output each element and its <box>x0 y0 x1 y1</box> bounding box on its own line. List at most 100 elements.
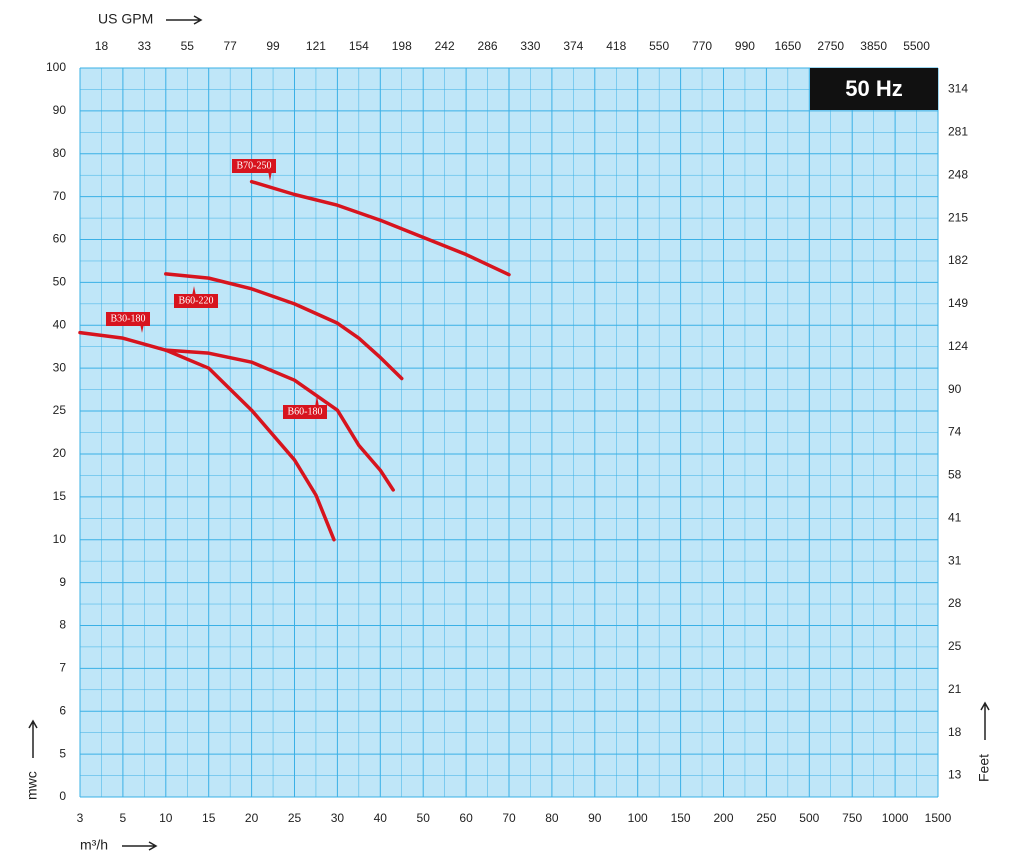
x2-tick-label: 286 <box>478 39 498 53</box>
y2-tick-label: 149 <box>948 296 968 310</box>
x2-tick-label: 330 <box>520 39 540 53</box>
y-tick-label: 10 <box>53 532 67 546</box>
y2-tick-label: 248 <box>948 167 968 181</box>
y-tick-label: 7 <box>59 661 66 675</box>
x2-tick-label: 33 <box>138 39 152 53</box>
y2-tick-label: 28 <box>948 596 962 610</box>
freq-box <box>810 68 938 110</box>
x-tick-label: 1000 <box>882 811 909 825</box>
y2-tick-label: 90 <box>948 382 962 396</box>
x2-tick-label: 18 <box>95 39 109 53</box>
label-box <box>174 294 218 308</box>
curve <box>164 272 404 381</box>
y2-tick-label: 25 <box>948 639 962 653</box>
x2-tick-label: 121 <box>306 39 326 53</box>
y2-tick-label: 124 <box>948 339 968 353</box>
x-tick-label: 750 <box>842 811 862 825</box>
series-label: B60-180 <box>288 406 323 417</box>
x-tick-label: 25 <box>288 811 302 825</box>
curve <box>164 348 395 492</box>
x-tick-label: 90 <box>588 811 602 825</box>
label-box <box>106 312 150 326</box>
y-tick-label: 9 <box>59 575 66 589</box>
y2-tick-label: 31 <box>948 553 962 567</box>
curve <box>249 179 511 277</box>
y-tick-label: 80 <box>53 146 67 160</box>
y2-tick-label: 18 <box>948 725 962 739</box>
x2-tick-label: 154 <box>349 39 369 53</box>
x2-tick-label: 418 <box>606 39 626 53</box>
y-tick-label: 8 <box>59 618 66 632</box>
y2-tick-label: 314 <box>948 82 968 96</box>
x-tick-label: 15 <box>202 811 216 825</box>
y-tick-label: 25 <box>53 403 67 417</box>
x2-tick-label: 55 <box>181 39 195 53</box>
y-tick-label: 0 <box>59 789 66 803</box>
x2-tick-label: 5500 <box>903 39 930 53</box>
y-tick-label: 20 <box>53 446 67 460</box>
y-tick-label: 50 <box>53 275 67 289</box>
x2-tick-label: 990 <box>735 39 755 53</box>
y-tick-label: 60 <box>53 232 67 246</box>
x-tick-label: 100 <box>628 811 648 825</box>
y2-tick-label: 41 <box>948 510 962 524</box>
arrow <box>980 701 990 740</box>
x-tick-label: 1500 <box>925 811 952 825</box>
label-box <box>283 405 327 419</box>
y-tick-label: 15 <box>53 489 67 503</box>
y2-axis-label: Feet <box>976 754 992 782</box>
y-tick-label: 6 <box>59 703 66 717</box>
x-tick-label: 500 <box>799 811 819 825</box>
y-tick-label: 5 <box>59 746 66 760</box>
series-label: B60-220 <box>179 295 214 306</box>
x-tick-label: 3 <box>77 811 84 825</box>
x-tick-label: 40 <box>374 811 388 825</box>
x-tick-label: 10 <box>159 811 173 825</box>
curve <box>78 330 336 542</box>
arrow <box>28 719 38 758</box>
y-tick-label: 100 <box>46 60 66 74</box>
x-axis-label: m³/h <box>80 837 108 853</box>
x2-tick-label: 550 <box>649 39 669 53</box>
y2-tick-label: 215 <box>948 210 968 224</box>
y-axis-label: mwc <box>24 771 40 800</box>
x-tick-label: 80 <box>545 811 559 825</box>
x-tick-label: 250 <box>756 811 776 825</box>
x2-tick-label: 3850 <box>860 39 887 53</box>
x-tick-label: 150 <box>671 811 691 825</box>
x2-tick-label: 770 <box>692 39 712 53</box>
y2-tick-label: 281 <box>948 124 968 138</box>
x2-tick-label: 2750 <box>817 39 844 53</box>
x2-tick-label: 198 <box>392 39 412 53</box>
y2-tick-label: 182 <box>948 253 968 267</box>
x2-tick-label: 374 <box>563 39 583 53</box>
x-tick-label: 20 <box>245 811 259 825</box>
y-tick-label: 90 <box>53 103 67 117</box>
y-tick-label: 30 <box>53 360 67 374</box>
x-tick-label: 70 <box>502 811 516 825</box>
y2-tick-label: 58 <box>948 468 962 482</box>
series-label: B30-180 <box>111 313 146 324</box>
arrow <box>166 15 203 25</box>
x2-tick-label: 242 <box>435 39 455 53</box>
x-tick-label: 60 <box>459 811 473 825</box>
x2-tick-label: 1650 <box>774 39 801 53</box>
arrow <box>122 841 158 851</box>
x-tick-label: 5 <box>120 811 127 825</box>
x2-tick-label: 77 <box>223 39 237 53</box>
chart-title: 50 Hz <box>845 76 902 101</box>
x-tick-label: 30 <box>331 811 345 825</box>
label-box <box>232 159 276 173</box>
x2-tick-label: 99 <box>266 39 280 53</box>
x-tick-label: 50 <box>417 811 431 825</box>
grid <box>79 67 939 798</box>
y-tick-label: 40 <box>53 317 67 331</box>
x2-axis-label: US GPM <box>98 11 153 27</box>
y2-tick-label: 74 <box>948 425 962 439</box>
y2-tick-label: 21 <box>948 682 962 696</box>
series-label: B70-250 <box>237 160 272 171</box>
x-tick-label: 200 <box>713 811 733 825</box>
y-tick-label: 70 <box>53 189 67 203</box>
y2-tick-label: 13 <box>948 768 962 782</box>
